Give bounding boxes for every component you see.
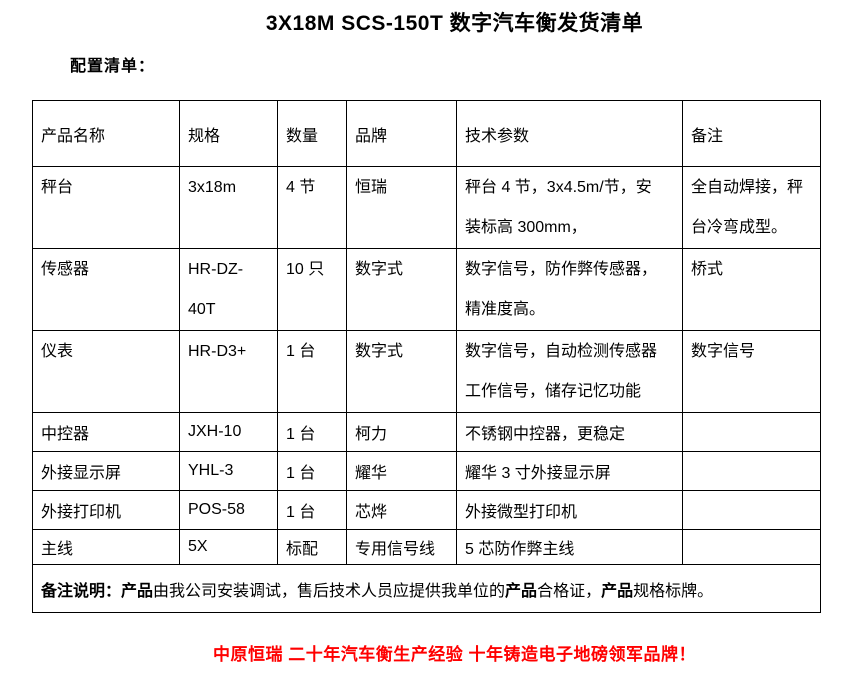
config-table: 产品名称 规格 数量 品牌 技术参数 备注 秤台 3x18m 4 节 恒瑞 秤台…	[32, 100, 821, 613]
cell-remark: 数字信号	[682, 330, 821, 413]
cell-qty: 4 节	[277, 166, 347, 249]
cell-remark	[682, 451, 821, 491]
table-row-sensor: 传感器 HR-DZ-40T 10 只 数字式 数字信号，防作弊传感器， 精准度高…	[32, 248, 821, 331]
cell-product-name: 中控器	[32, 412, 180, 452]
cell-product-name: 外接显示屏	[32, 451, 180, 491]
cell-product-name: 主线	[32, 529, 180, 565]
cell-spec: HR-D3+	[179, 330, 278, 413]
cell-brand: 恒瑞	[346, 166, 457, 249]
cell-brand: 芯烨	[346, 490, 457, 530]
col-header-qty: 数量	[277, 100, 347, 167]
note-segment: 产品	[121, 582, 154, 600]
brand-slogan: 中原恒瑞 二十年汽车衡生产经验 十年铸造电子地磅领军品牌！	[213, 645, 696, 664]
cell-brand: 柯力	[346, 412, 457, 452]
cell-qty: 1 台	[277, 330, 347, 413]
table-header-row: 产品名称 规格 数量 品牌 技术参数 备注	[32, 100, 821, 167]
cell-remark	[682, 412, 821, 452]
note-segment: 规格标牌。	[633, 582, 714, 600]
col-header-spec: 规格	[179, 100, 278, 167]
cell-spec: 3x18m	[179, 166, 278, 249]
note-cell: 备注说明：产品由我公司安装调试，售后技术人员应提供我单位的产品合格证，产品规格标…	[32, 564, 821, 613]
note-segment: 产品	[505, 582, 538, 600]
cell-qty: 10 只	[277, 248, 347, 331]
table-row-display: 外接显示屏 YHL-3 1 台 耀华 耀华 3 寸外接显示屏	[32, 451, 821, 491]
cell-remark: 全自动焊接，秤 台冷弯成型。	[682, 166, 821, 249]
cell-spec: POS-58	[179, 490, 278, 530]
cell-qty: 1 台	[277, 451, 347, 491]
cell-params: 耀华 3 寸外接显示屏	[456, 451, 683, 491]
cell-qty: 1 台	[277, 490, 347, 530]
note-segment: 产品	[601, 582, 634, 600]
cell-spec: HR-DZ-40T	[179, 248, 278, 331]
table-row-printer: 外接打印机 POS-58 1 台 芯烨 外接微型打印机	[32, 490, 821, 530]
col-header-params: 技术参数	[456, 100, 683, 167]
cell-params: 不锈钢中控器，更稳定	[456, 412, 683, 452]
cell-qty: 标配	[277, 529, 347, 565]
cell-params: 秤台 4 节，3x4.5m/节，安 装标高 300mm，	[456, 166, 683, 249]
table-row-indicator: 仪表 HR-D3+ 1 台 数字式 数字信号，自动检测传感器 工作信号，储存记忆…	[32, 330, 821, 413]
note-segment: 由我公司安装调试，售后技术人员应提供我单位的	[153, 582, 506, 600]
config-list-label: 配置清单：	[70, 58, 156, 75]
note-segment: 合格证，	[537, 582, 602, 600]
cell-product-name: 仪表	[32, 330, 180, 413]
table-row-controller: 中控器 JXH-10 1 台 柯力 不锈钢中控器，更稳定	[32, 412, 821, 452]
cell-params: 数字信号，防作弊传感器， 精准度高。	[456, 248, 683, 331]
cell-qty: 1 台	[277, 412, 347, 452]
cell-params: 数字信号，自动检测传感器 工作信号，储存记忆功能	[456, 330, 683, 413]
cell-remark: 桥式	[682, 248, 821, 331]
col-header-brand: 品牌	[346, 100, 457, 167]
cell-brand: 数字式	[346, 248, 457, 331]
cell-remark	[682, 529, 821, 565]
cell-product-name: 传感器	[32, 248, 180, 331]
cell-params: 外接微型打印机	[456, 490, 683, 530]
note-label: 备注说明：	[41, 582, 122, 600]
col-header-product: 产品名称	[32, 100, 180, 167]
col-header-remark: 备注	[682, 100, 821, 167]
cell-spec: YHL-3	[179, 451, 278, 491]
table-row-platform: 秤台 3x18m 4 节 恒瑞 秤台 4 节，3x4.5m/节，安 装标高 30…	[32, 166, 821, 249]
cell-product-name: 外接打印机	[32, 490, 180, 530]
table-row-note: 备注说明：产品由我公司安装调试，售后技术人员应提供我单位的产品合格证，产品规格标…	[32, 564, 821, 613]
page-title: 3X18M SCS-150T 数字汽车衡发货清单	[265, 12, 644, 35]
cell-spec: 5X	[179, 529, 278, 565]
cell-remark	[682, 490, 821, 530]
cell-params: 5 芯防作弊主线	[456, 529, 683, 565]
cell-brand: 数字式	[346, 330, 457, 413]
cell-spec: JXH-10	[179, 412, 278, 452]
cell-brand: 耀华	[346, 451, 457, 491]
cell-product-name: 秤台	[32, 166, 180, 249]
table-row-mainline: 主线 5X 标配 专用信号线 5 芯防作弊主线	[32, 529, 821, 565]
cell-brand: 专用信号线	[346, 529, 457, 565]
